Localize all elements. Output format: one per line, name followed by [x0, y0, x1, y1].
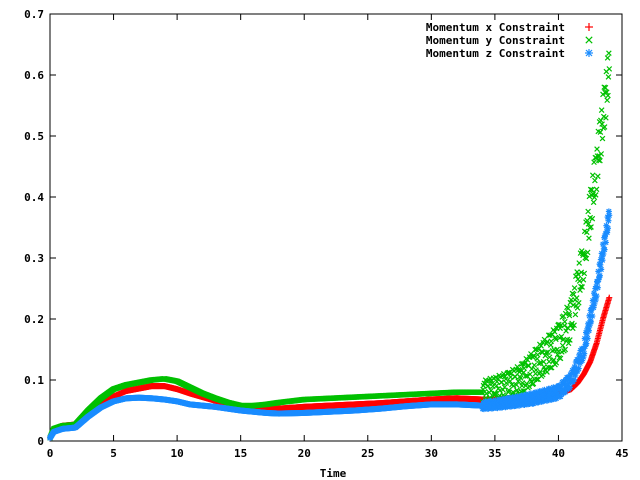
y-tick-label: 0.6: [24, 69, 44, 82]
x-tick-label: 5: [110, 447, 117, 460]
y-tick-label: 0.4: [24, 191, 44, 204]
y-tick-label: 0.1: [24, 374, 44, 387]
legend-label: Momentum z Constraint: [426, 47, 565, 60]
x-tick-label: 45: [615, 447, 628, 460]
series-star-2: [47, 208, 613, 441]
y-tick-label: 0.3: [24, 252, 44, 265]
x-tick-label: 15: [234, 447, 247, 460]
series-x-1: [47, 50, 613, 441]
x-tick-label: 30: [425, 447, 438, 460]
x-tick-label: 20: [298, 447, 311, 460]
legend-label: Momentum x Constraint: [426, 21, 565, 34]
x-tick-label: 40: [552, 447, 565, 460]
y-tick-label: 0: [37, 435, 44, 448]
axis-ticks: 0 5 10 15 20 25 30 35 40 45 0 0.1 0.2 0.3 0.4 0.5 0.6 0.7: [24, 8, 629, 460]
series-layer: [47, 50, 613, 441]
legend-marker: [585, 36, 593, 44]
x-tick-label: 10: [170, 447, 183, 460]
x-tick-label: 35: [488, 447, 501, 460]
y-tick-label: 0.2: [24, 313, 44, 326]
y-tick-label: 0.5: [24, 130, 44, 143]
legend-marker: [585, 23, 593, 31]
y-tick-label: 0.7: [24, 8, 44, 21]
x-axis-title: Time: [320, 467, 347, 480]
x-tick-label: 25: [361, 447, 374, 460]
plot-frame: [49, 13, 623, 442]
legend-label: Momentum y Constraint: [426, 34, 565, 47]
legend-marker: [585, 49, 593, 57]
x-tick-label: 0: [47, 447, 54, 460]
